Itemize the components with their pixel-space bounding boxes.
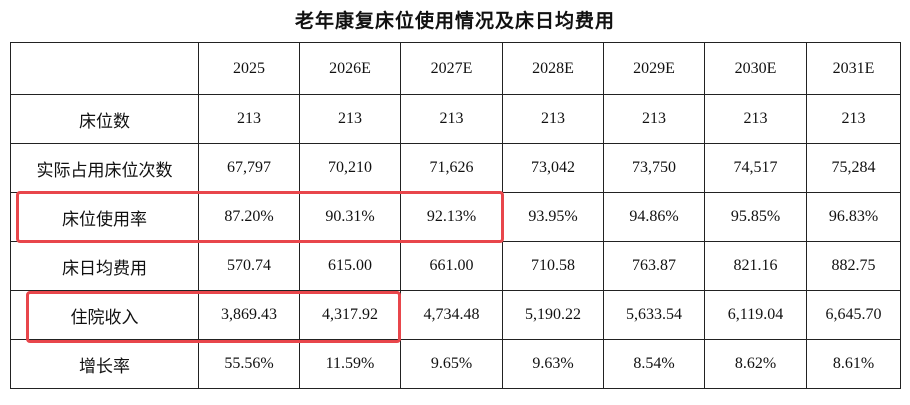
table-row: 增长率 55.56% 11.59% 9.65% 9.63% 8.54% 8.62% 8.61%	[10, 339, 901, 389]
table-row: 实际占用床位次数 67,797 70,210 71,626 73,042 73,750 74…	[10, 143, 901, 193]
column-header: 2028E	[502, 42, 604, 95]
column-header: 2031E	[806, 42, 901, 95]
cell: 213	[603, 94, 705, 144]
cell: 8.54%	[603, 339, 705, 389]
corner-cell	[10, 42, 199, 95]
row-label: 住院收入	[10, 290, 199, 340]
cell: 96.83%	[806, 192, 901, 242]
cell: 821.16	[704, 241, 807, 291]
cell: 11.59%	[299, 339, 401, 389]
title: 老年康复床位使用情况及床日均费用	[294, 11, 615, 32]
cell: 95.85%	[704, 192, 807, 242]
row-label: 床日均费用	[10, 241, 199, 291]
cell: 213	[299, 94, 401, 144]
table-row: 床日均费用 570.74 615.00 661.00 710.58 763.87 821.1…	[10, 241, 901, 291]
cell: 213	[806, 94, 901, 144]
column-header: 2030E	[704, 42, 807, 95]
cell: 94.86%	[603, 192, 705, 242]
cell: 213	[704, 94, 807, 144]
cell: 710.58	[502, 241, 604, 291]
highlight-box	[26, 291, 401, 343]
highlight-box	[16, 191, 504, 243]
row-label: 实际占用床位次数	[10, 143, 199, 193]
cell: 213	[502, 94, 604, 144]
cell: 74,517	[704, 143, 807, 193]
cell: 661.00	[400, 241, 503, 291]
cell: 763.87	[603, 241, 705, 291]
data-table: 2025 2026E 2027E 2028E 2029E 2030E 2031E 床位数 213…	[10, 42, 901, 389]
cell: 213	[400, 94, 503, 144]
row-label: 增长率	[10, 339, 199, 389]
cell: 67,797	[198, 143, 300, 193]
cell: 75,284	[806, 143, 901, 193]
cell: 9.65%	[400, 339, 503, 389]
cell: 213	[198, 94, 300, 144]
cell: 4,734.48	[400, 290, 503, 340]
column-header: 2029E	[603, 42, 705, 95]
cell: 73,750	[603, 143, 705, 193]
table-row: 床位数 213 213 213 213 213 213 213	[10, 94, 901, 144]
cell: 71,626	[400, 143, 503, 193]
header-row: 2025 2026E 2027E 2028E 2029E 2030E 2031E	[10, 42, 901, 95]
column-header: 2027E	[400, 42, 503, 95]
cell: 882.75	[806, 241, 901, 291]
cell: 9.63%	[502, 339, 604, 389]
column-header: 2026E	[299, 42, 401, 95]
cell: 615.00	[299, 241, 401, 291]
cell: 92.13%	[400, 192, 503, 242]
cell: 93.95%	[502, 192, 604, 242]
row-label: 床位数	[10, 94, 199, 144]
cell: 570.74	[198, 241, 300, 291]
cell: 5,190.22	[502, 290, 604, 340]
cell: 5,633.54	[603, 290, 705, 340]
table-row: 住院收入 3,869.43 4,317.92 4,734.48 5,190.22 5,63…	[10, 290, 901, 340]
cell: 70,210	[299, 143, 401, 193]
cell: 8.62%	[704, 339, 807, 389]
cell: 55.56%	[198, 339, 300, 389]
cell: 73,042	[502, 143, 604, 193]
cell: 8.61%	[806, 339, 901, 389]
cell: 6,119.04	[704, 290, 807, 340]
cell: 6,645.70	[806, 290, 901, 340]
column-header: 2025	[198, 42, 300, 95]
